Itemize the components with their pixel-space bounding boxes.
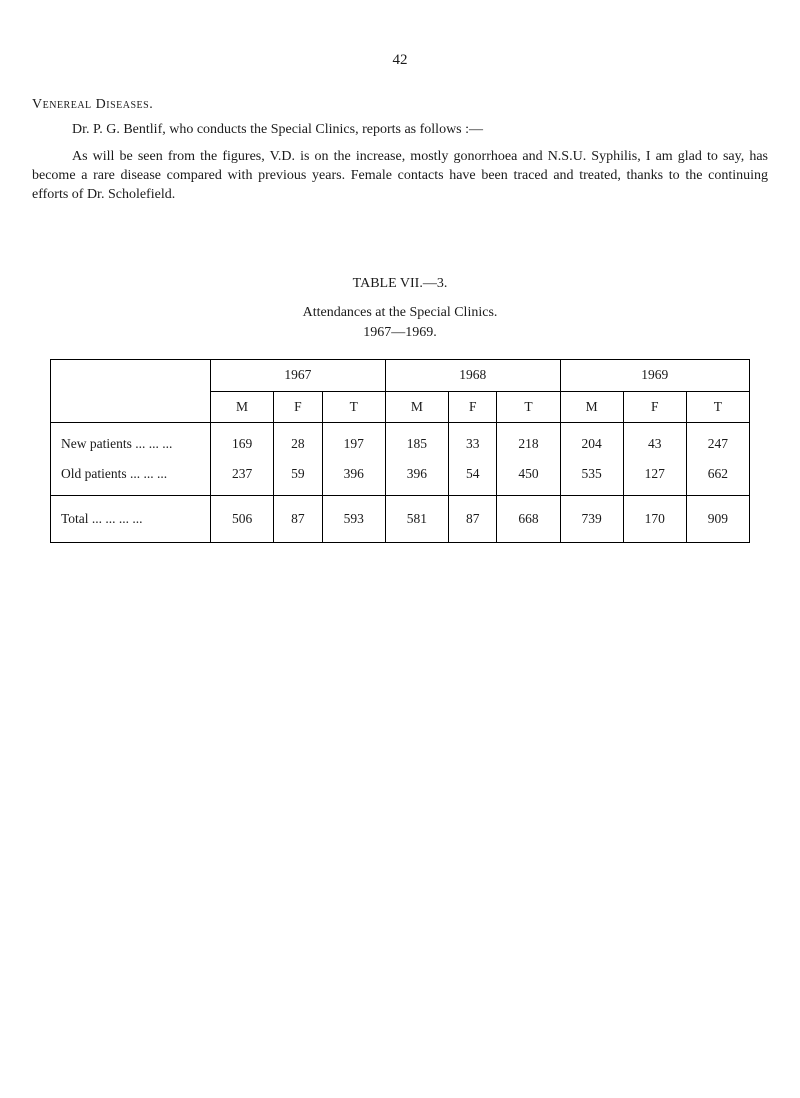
cell: 169	[211, 429, 274, 459]
cell: 506	[211, 496, 274, 543]
cell: 218	[497, 429, 560, 459]
sub-header: F	[623, 391, 686, 422]
table-header-years: 1967 1968 1969	[51, 360, 750, 391]
table-subtitle: Attendances at the Special Clinics.	[32, 304, 768, 323]
cell: 739	[560, 496, 623, 543]
cell: 450	[497, 459, 560, 489]
page-number: 42	[32, 50, 768, 70]
year-header: 1967	[211, 360, 386, 391]
cell: 170	[623, 496, 686, 543]
row-label: Old patients ... ... ...	[51, 459, 211, 489]
cell: 87	[274, 496, 323, 543]
cell: 43	[623, 429, 686, 459]
table-corner-cell	[51, 360, 211, 422]
sub-header: F	[274, 391, 323, 422]
year-header: 1968	[385, 360, 560, 391]
cell: 662	[686, 459, 749, 489]
body-paragraph: As will be seen from the figures, V.D. i…	[32, 148, 768, 205]
sub-header: T	[322, 391, 385, 422]
cell: 33	[448, 429, 497, 459]
table-row: Old patients ... ... ... 237 59 396 396 …	[51, 459, 750, 489]
cell: 28	[274, 429, 323, 459]
intro-line: Dr. P. G. Bentlif, who conducts the Spec…	[72, 121, 768, 140]
table-total-row: Total ... ... ... ... 506 87 593 581 87 …	[51, 496, 750, 543]
cell: 396	[322, 459, 385, 489]
cell: 535	[560, 459, 623, 489]
sub-header: M	[385, 391, 448, 422]
sub-header: T	[497, 391, 560, 422]
cell: 593	[322, 496, 385, 543]
table-label: TABLE VII.—3.	[32, 275, 768, 294]
sub-header: F	[448, 391, 497, 422]
cell: 87	[448, 496, 497, 543]
table-years-line: 1967—1969.	[32, 324, 768, 343]
cell: 237	[211, 459, 274, 489]
sub-header: M	[560, 391, 623, 422]
cell: 59	[274, 459, 323, 489]
attendance-table: 1967 1968 1969 M F T M F T M F T New pat…	[50, 359, 750, 543]
sub-header: T	[686, 391, 749, 422]
cell: 247	[686, 429, 749, 459]
sub-header: M	[211, 391, 274, 422]
table-row: New patients ... ... ... 169 28 197 185 …	[51, 429, 750, 459]
cell: 668	[497, 496, 560, 543]
cell: 54	[448, 459, 497, 489]
cell: 581	[385, 496, 448, 543]
cell: 909	[686, 496, 749, 543]
cell: 127	[623, 459, 686, 489]
row-label: Total ... ... ... ...	[51, 496, 211, 543]
cell: 185	[385, 429, 448, 459]
year-header: 1969	[560, 360, 749, 391]
cell: 396	[385, 459, 448, 489]
section-heading: Venereal Diseases.	[32, 96, 768, 115]
cell: 197	[322, 429, 385, 459]
cell: 204	[560, 429, 623, 459]
row-label: New patients ... ... ...	[51, 429, 211, 459]
